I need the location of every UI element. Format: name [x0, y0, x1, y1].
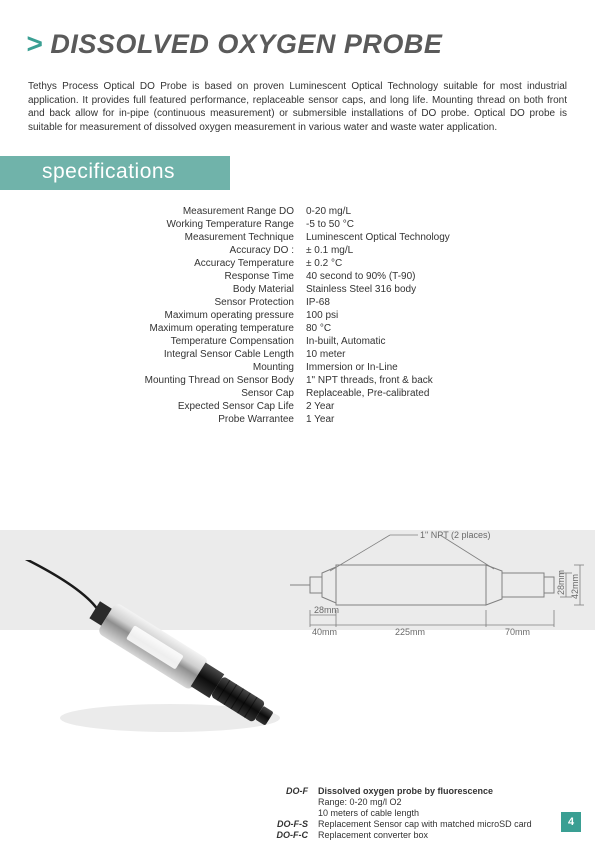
- spec-label: Accuracy DO :: [120, 245, 306, 256]
- dimension-diagram: 1" NPT (2 places) 28mm 40mm 225mm 70mm 2…: [290, 525, 585, 640]
- spec-row: Measurement Range DO0-20 mg/L: [120, 206, 595, 217]
- npt-label: 1" NPT (2 places): [420, 530, 491, 540]
- spec-label: Integral Sensor Cable Length: [120, 349, 306, 360]
- svg-text:70mm: 70mm: [505, 627, 530, 637]
- spec-row: Mounting Thread on Sensor Body1" NPT thr…: [120, 375, 595, 386]
- spec-row: Accuracy DO :± 0.1 mg/L: [120, 245, 595, 256]
- spec-value: IP-68: [306, 297, 330, 308]
- spec-value: 10 meter: [306, 349, 345, 360]
- ordering-desc: Dissolved oxygen probe by fluorescence: [318, 786, 493, 796]
- probe-photo: [10, 560, 320, 770]
- page-title: DISSOLVED OXYGEN PROBE: [50, 29, 442, 60]
- spec-label: Maximum operating temperature: [120, 323, 306, 334]
- ordering-info: DO-FDissolved oxygen probe by fluorescen…: [260, 786, 532, 841]
- ordering-desc: Replacement converter box: [318, 830, 428, 840]
- spec-value: ± 0.1 mg/L: [306, 245, 353, 256]
- spec-label: Temperature Compensation: [120, 336, 306, 347]
- spec-row: Body MaterialStainless Steel 316 body: [120, 284, 595, 295]
- ordering-row: 10 meters of cable length: [260, 808, 532, 818]
- spec-value: Replaceable, Pre-calibrated: [306, 388, 429, 399]
- spec-label: Maximum operating pressure: [120, 310, 306, 321]
- spec-label: Sensor Protection: [120, 297, 306, 308]
- page-header: > DISSOLVED OXYGEN PROBE: [0, 0, 595, 76]
- spec-value: 40 second to 90% (T-90): [306, 271, 416, 282]
- ordering-code: DO-F: [260, 786, 318, 796]
- chevron-icon: >: [26, 28, 42, 60]
- svg-text:225mm: 225mm: [395, 627, 425, 637]
- spec-row: Accuracy Temperature± 0.2 °C: [120, 258, 595, 269]
- specifications-heading: specifications: [0, 156, 230, 190]
- spec-row: Measurement TechniqueLuminescent Optical…: [120, 232, 595, 243]
- page-number-badge: 4: [561, 812, 581, 832]
- spec-label: Sensor Cap: [120, 388, 306, 399]
- spec-value: 100 psi: [306, 310, 338, 321]
- spec-row: Maximum operating temperature80 °C: [120, 323, 595, 334]
- spec-label: Measurement Technique: [120, 232, 306, 243]
- spec-label: Measurement Range DO: [120, 206, 306, 217]
- ordering-desc: Replacement Sensor cap with matched micr…: [318, 819, 532, 829]
- spec-label: Mounting Thread on Sensor Body: [120, 375, 306, 386]
- ordering-row: DO-FDissolved oxygen probe by fluorescen…: [260, 786, 532, 796]
- ordering-desc: 10 meters of cable length: [318, 808, 419, 818]
- spec-value: Luminescent Optical Technology: [306, 232, 450, 243]
- spec-value: Stainless Steel 316 body: [306, 284, 416, 295]
- spec-value: 1 Year: [306, 414, 334, 425]
- spec-value: 80 °C: [306, 323, 331, 334]
- spec-value: ± 0.2 °C: [306, 258, 342, 269]
- spec-row: Expected Sensor Cap Life2 Year: [120, 401, 595, 412]
- spec-value: Immersion or In-Line: [306, 362, 398, 373]
- spec-value: In-built, Automatic: [306, 336, 385, 347]
- spec-value: 0-20 mg/L: [306, 206, 351, 217]
- svg-text:28mm: 28mm: [556, 570, 566, 595]
- svg-text:42mm: 42mm: [570, 574, 580, 599]
- spec-label: Response Time: [120, 271, 306, 282]
- ordering-code: DO-F-S: [260, 819, 318, 829]
- ordering-row: DO-F-CReplacement converter box: [260, 830, 532, 840]
- ordering-desc: Range: 0-20 mg/l O2: [318, 797, 402, 807]
- spec-row: Probe Warrantee1 Year: [120, 414, 595, 425]
- spec-label: Working Temperature Range: [120, 219, 306, 230]
- ordering-row: DO-F-SReplacement Sensor cap with matche…: [260, 819, 532, 829]
- spec-row: Working Temperature Range-5 to 50 °C: [120, 219, 595, 230]
- spec-row: Response Time40 second to 90% (T-90): [120, 271, 595, 282]
- specifications-table: Measurement Range DO0-20 mg/LWorking Tem…: [0, 206, 595, 425]
- spec-row: Sensor ProtectionIP-68: [120, 297, 595, 308]
- intro-paragraph: Tethys Process Optical DO Probe is based…: [0, 76, 595, 134]
- ordering-row: Range: 0-20 mg/l O2: [260, 797, 532, 807]
- spec-row: Temperature CompensationIn-built, Automa…: [120, 336, 595, 347]
- spec-row: Maximum operating pressure100 psi: [120, 310, 595, 321]
- spec-label: Accuracy Temperature: [120, 258, 306, 269]
- spec-value: 1" NPT threads, front & back: [306, 375, 433, 386]
- spec-row: Integral Sensor Cable Length10 meter: [120, 349, 595, 360]
- spec-row: MountingImmersion or In-Line: [120, 362, 595, 373]
- ordering-code: DO-F-C: [260, 830, 318, 840]
- spec-label: Probe Warrantee: [120, 414, 306, 425]
- spec-label: Mounting: [120, 362, 306, 373]
- spec-value: -5 to 50 °C: [306, 219, 354, 230]
- spec-value: 2 Year: [306, 401, 334, 412]
- spec-row: Sensor CapReplaceable, Pre-calibrated: [120, 388, 595, 399]
- spec-label: Body Material: [120, 284, 306, 295]
- spec-label: Expected Sensor Cap Life: [120, 401, 306, 412]
